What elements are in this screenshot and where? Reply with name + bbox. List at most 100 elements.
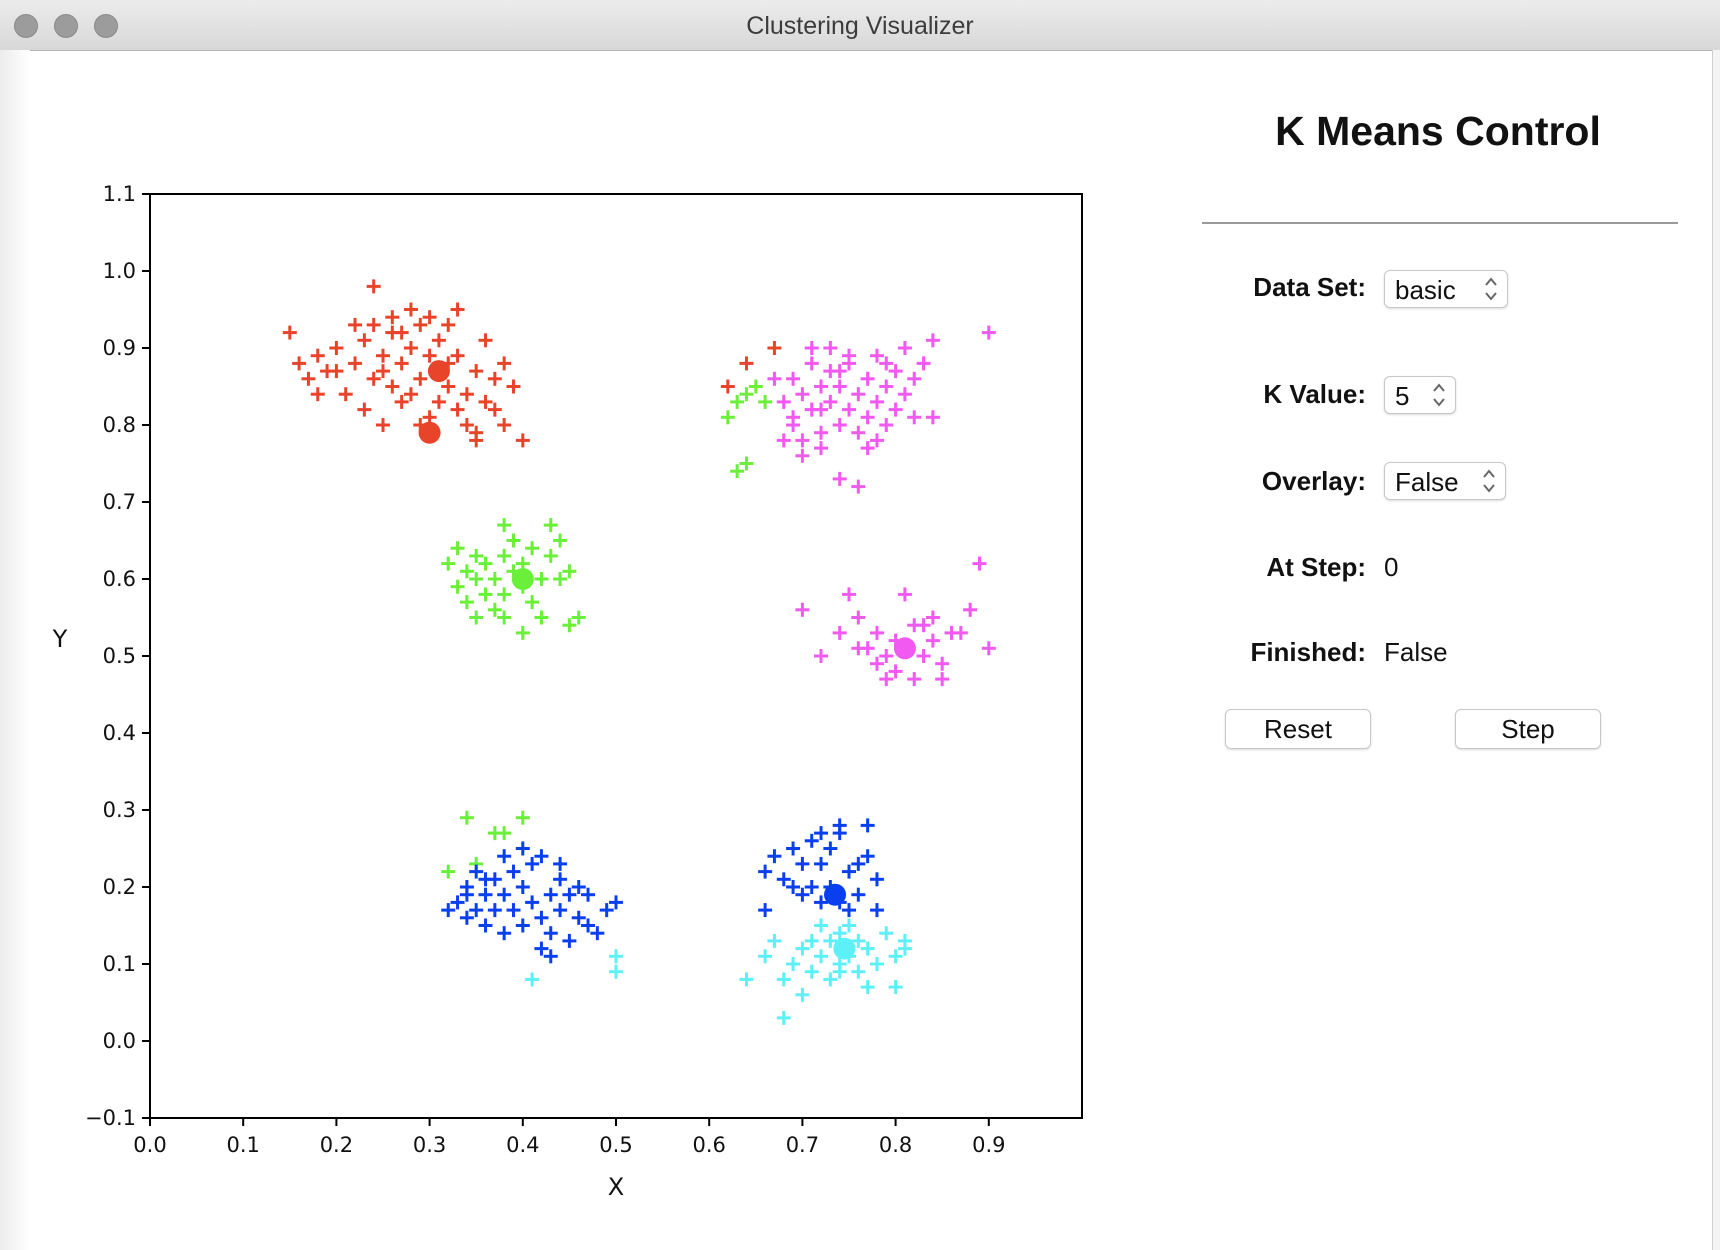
data-point [515, 841, 530, 856]
zoom-window-button[interactable] [94, 14, 118, 38]
data-point [739, 456, 754, 471]
y-tick-label: 0.7 [103, 490, 136, 514]
overlay-select[interactable]: False [1384, 462, 1506, 500]
data-point [403, 387, 418, 402]
data-point [525, 595, 540, 610]
close-window-button[interactable] [14, 14, 38, 38]
data-point [888, 980, 903, 995]
data-point [767, 849, 782, 864]
data-point [553, 872, 568, 887]
data-point [599, 903, 614, 918]
data-point [515, 918, 530, 933]
data-point [609, 964, 623, 979]
data-point [450, 579, 465, 594]
data-point [515, 880, 530, 894]
data-point [814, 826, 829, 841]
reset-button[interactable]: Reset [1225, 709, 1371, 749]
data-point [525, 895, 540, 910]
data-point [860, 849, 875, 864]
data-point [767, 933, 782, 948]
data-point [553, 903, 568, 918]
data-point [469, 548, 484, 563]
data-point [814, 425, 829, 440]
data-point [897, 341, 912, 355]
data-point [413, 371, 428, 386]
data-point [739, 387, 754, 402]
data-point [534, 610, 549, 625]
data-point [814, 918, 829, 933]
data-point [963, 602, 978, 617]
data-point [814, 949, 829, 964]
data-point [515, 810, 530, 825]
data-point [720, 379, 735, 394]
data-point [450, 402, 465, 417]
data-point [869, 903, 884, 918]
window-right-edge [1712, 50, 1720, 1250]
data-point [925, 610, 940, 625]
data-point [301, 371, 316, 386]
data-point [487, 602, 502, 617]
data-point [553, 572, 568, 586]
data-point [869, 348, 884, 363]
centroid-marker [824, 883, 847, 906]
data-point [832, 625, 847, 640]
x-tick-label: 0.2 [320, 1133, 353, 1157]
data-point [571, 880, 586, 894]
data-point [730, 394, 745, 409]
data-point [534, 910, 549, 925]
data-set-select[interactable]: basic [1384, 270, 1508, 308]
x-tick-label: 0.9 [972, 1133, 1005, 1157]
data-point [869, 394, 884, 409]
data-point [758, 903, 773, 918]
minimize-window-button[interactable] [54, 14, 78, 38]
data-point [497, 518, 512, 533]
data-point [869, 656, 884, 671]
data-point [897, 387, 912, 402]
centroid-marker [893, 637, 916, 660]
data-point [459, 810, 474, 825]
y-tick-label: 0.9 [103, 336, 136, 360]
data-point [348, 356, 363, 371]
centroid-marker [427, 360, 450, 383]
data-point [851, 387, 866, 402]
data-point [804, 356, 819, 371]
data-point [851, 641, 866, 656]
data-point [497, 610, 512, 625]
data-point [422, 348, 437, 363]
data-point [879, 649, 894, 663]
data-point [403, 341, 418, 355]
finished-label: Finished: [1250, 637, 1366, 667]
data-point [879, 356, 894, 371]
data-point [506, 903, 521, 918]
data-point [543, 926, 558, 941]
data-point [487, 371, 502, 386]
k-value-stepper[interactable]: 5 [1384, 376, 1456, 414]
data-point [851, 933, 866, 948]
x-tick-label: 0.1 [226, 1133, 259, 1157]
data-points [282, 279, 996, 1025]
data-point [851, 964, 866, 979]
data-set-label: Data Set: [1253, 272, 1366, 302]
data-point [497, 826, 512, 841]
x-axis-label: X [608, 1173, 624, 1201]
step-button[interactable]: Step [1455, 709, 1601, 749]
data-point [776, 972, 791, 987]
data-point [385, 379, 400, 394]
data-point [823, 341, 838, 355]
data-point [795, 987, 810, 1002]
data-point [431, 333, 446, 348]
data-point [907, 371, 922, 386]
data-point [823, 933, 838, 948]
data-point [776, 872, 791, 887]
data-point [590, 926, 605, 941]
data-point [851, 479, 866, 494]
data-point [459, 387, 474, 402]
data-point [795, 433, 810, 448]
data-point [804, 833, 819, 848]
data-point [823, 841, 838, 856]
panel-title: K Means Control [1275, 108, 1601, 154]
data-point [832, 364, 847, 379]
data-point [543, 548, 558, 563]
data-point [814, 441, 829, 456]
data-point [879, 418, 894, 432]
